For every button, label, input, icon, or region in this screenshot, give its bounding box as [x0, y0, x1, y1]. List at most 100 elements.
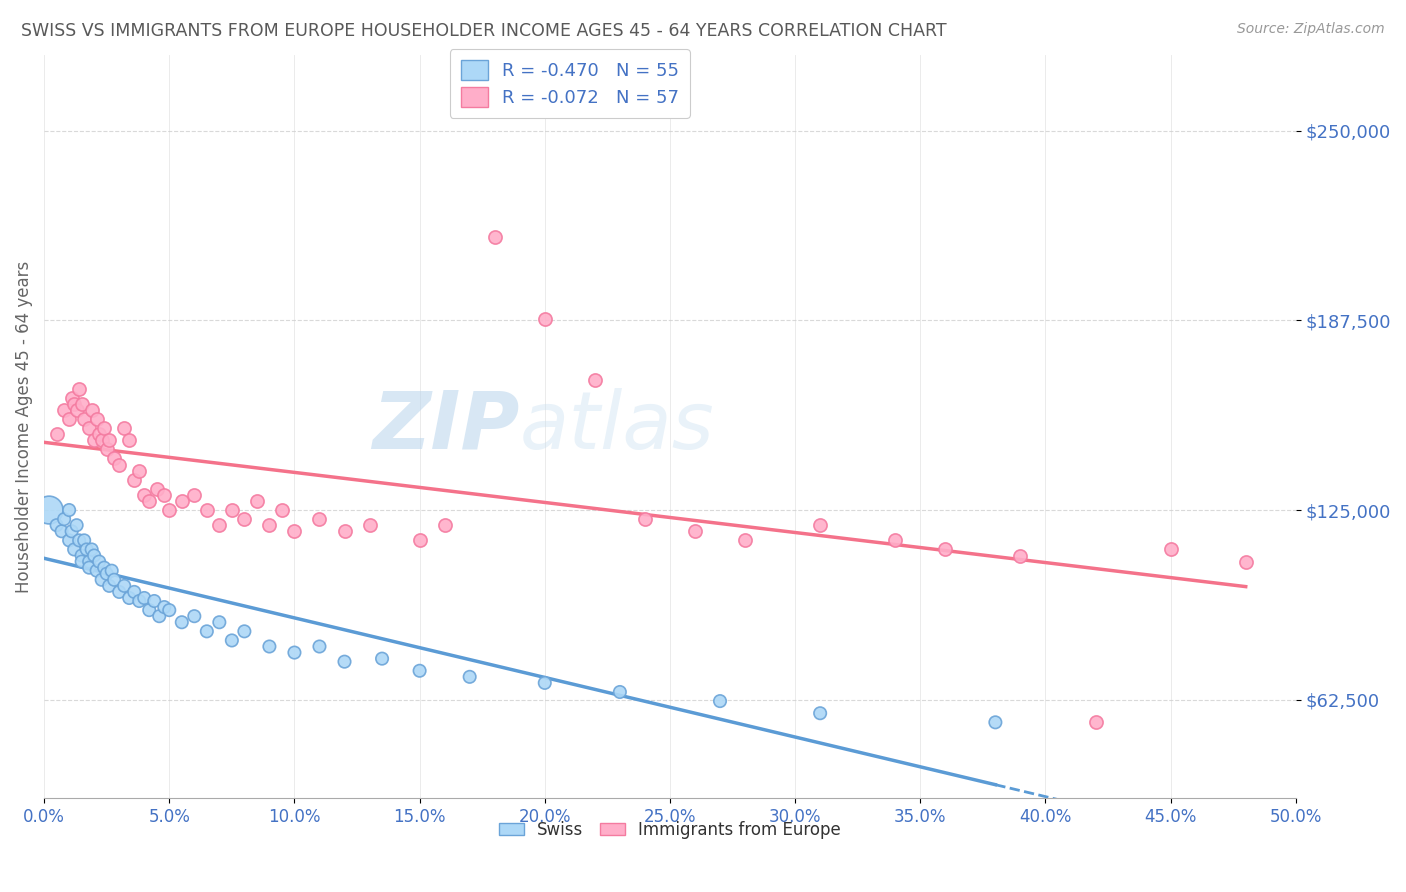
Point [246, 494, 269, 508]
Point [118, 591, 141, 605]
Point [103, 451, 125, 466]
Point [984, 715, 1007, 730]
Point [157, 503, 180, 517]
Point [93, 421, 115, 435]
Point [134, 591, 156, 605]
Point [138, 603, 160, 617]
Point [170, 494, 193, 508]
Point [195, 503, 218, 517]
Point [221, 503, 243, 517]
Point [77, 421, 100, 435]
Point [77, 560, 100, 574]
Point [271, 503, 294, 517]
Legend: Swiss, Immigrants from Europe: Swiss, Immigrants from Europe [492, 814, 848, 846]
Point [709, 694, 731, 708]
Point [233, 624, 256, 639]
Point [259, 518, 281, 533]
Point [283, 646, 305, 660]
Point [533, 676, 555, 690]
Point [58, 412, 80, 426]
Point [77, 555, 100, 569]
Point [1234, 555, 1257, 569]
Point [609, 685, 631, 699]
Point [118, 434, 141, 448]
Point [98, 579, 121, 593]
Point [145, 482, 167, 496]
Point [408, 664, 430, 678]
Point [157, 603, 180, 617]
Point [112, 421, 135, 435]
Point [58, 503, 80, 517]
Point [53, 403, 76, 417]
Text: Source: ZipAtlas.com: Source: ZipAtlas.com [1237, 22, 1385, 37]
Point [67, 533, 90, 548]
Point [66, 403, 89, 417]
Point [333, 524, 356, 539]
Point [153, 600, 176, 615]
Point [70, 397, 93, 411]
Point [86, 564, 108, 578]
Point [934, 542, 956, 557]
Point [70, 555, 93, 569]
Point [100, 564, 122, 578]
Point [233, 512, 256, 526]
Point [89, 555, 111, 569]
Point [308, 640, 330, 654]
Point [143, 594, 166, 608]
Point [83, 434, 105, 448]
Point [93, 560, 115, 574]
Point [53, 512, 76, 526]
Point [1160, 542, 1182, 557]
Point [533, 312, 555, 326]
Point [138, 494, 160, 508]
Text: atlas: atlas [520, 388, 714, 466]
Point [51, 524, 73, 539]
Point [73, 412, 96, 426]
Point [458, 670, 481, 684]
Point [45, 427, 67, 442]
Point [45, 518, 67, 533]
Point [98, 434, 121, 448]
Point [122, 473, 145, 487]
Point [153, 488, 176, 502]
Point [128, 464, 150, 478]
Point [484, 230, 506, 244]
Point [371, 651, 394, 665]
Point [308, 512, 330, 526]
Point [1010, 549, 1032, 563]
Point [86, 412, 108, 426]
Point [80, 403, 103, 417]
Point [134, 488, 156, 502]
Point [58, 533, 80, 548]
Point [63, 397, 86, 411]
Point [634, 512, 657, 526]
Y-axis label: Householder Income Ages 45 - 64 years: Householder Income Ages 45 - 64 years [15, 260, 32, 593]
Point [76, 542, 98, 557]
Point [1084, 715, 1107, 730]
Point [60, 524, 83, 539]
Point [66, 518, 89, 533]
Text: ZIP: ZIP [373, 388, 520, 466]
Point [96, 566, 118, 581]
Point [259, 640, 281, 654]
Point [734, 533, 756, 548]
Point [103, 573, 125, 587]
Point [808, 706, 831, 721]
Point [433, 518, 456, 533]
Point [583, 373, 606, 387]
Point [221, 633, 243, 648]
Point [63, 542, 86, 557]
Text: SWISS VS IMMIGRANTS FROM EUROPE HOUSEHOLDER INCOME AGES 45 - 64 YEARS CORRELATIO: SWISS VS IMMIGRANTS FROM EUROPE HOUSEHOL… [21, 22, 946, 40]
Point [170, 615, 193, 630]
Point [884, 533, 907, 548]
Point [359, 518, 381, 533]
Point [283, 524, 305, 539]
Point [183, 609, 205, 624]
Point [128, 594, 150, 608]
Point [122, 585, 145, 599]
Point [90, 434, 112, 448]
Point [108, 458, 131, 472]
Point [73, 533, 96, 548]
Point [90, 573, 112, 587]
Point [70, 549, 93, 563]
